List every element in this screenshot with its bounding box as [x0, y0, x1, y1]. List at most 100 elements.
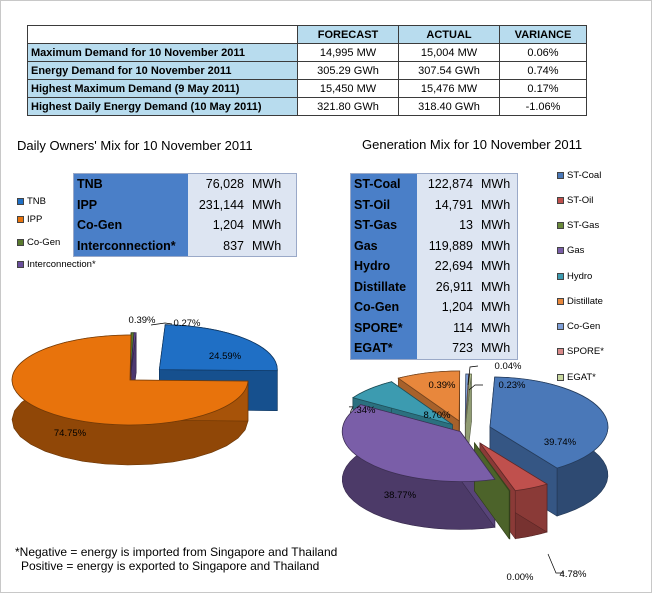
owner-name: Co-Gen: [74, 215, 188, 236]
legend-item-st-oil: ST-Oil: [557, 195, 593, 206]
legend-swatch: [17, 239, 24, 246]
legend-swatch: [557, 273, 564, 280]
row-label: Energy Demand for 10 November 2011: [27, 61, 298, 80]
actual-cell: 15,476 MW: [398, 79, 500, 98]
table-row: Highest Maximum Demand (9 May 2011) 15,4…: [27, 79, 587, 98]
list-item: ST-Gas 13 MWh: [351, 215, 517, 236]
list-item: ST-Coal 122,874 MWh: [351, 174, 517, 195]
owner-value: 837: [188, 235, 244, 256]
pie-slice-tnb: [158, 324, 278, 372]
legend-label: Interconnection*: [27, 259, 96, 270]
owner-unit: MWh: [244, 174, 296, 195]
legend-label: ST-Oil: [567, 195, 594, 206]
list-item: ST-Oil 14,791 MWh: [351, 194, 517, 215]
data-label: 74.75%: [54, 428, 87, 439]
footnote-line-2: Positive = energy is exported to Singapo…: [21, 559, 320, 573]
gen-unit: MWh: [473, 297, 517, 318]
row-label: Highest Maximum Demand (9 May 2011): [27, 79, 298, 98]
legend-label: Co-Gen: [567, 321, 601, 332]
data-label: 24.59%: [209, 351, 242, 362]
leader-line: [468, 384, 483, 391]
gen-unit: MWh: [473, 174, 517, 195]
gen-name: EGAT*: [351, 338, 417, 359]
leader-line: [547, 553, 564, 574]
data-label: 0.04%: [495, 361, 522, 372]
demand-summary-table: FORECAST ACTUAL VARIANCE Maximum Demand …: [27, 25, 587, 116]
owner-name: Interconnection*: [74, 235, 188, 256]
forecast-cell: 14,995 MW: [297, 43, 399, 62]
legend-swatch: [557, 247, 564, 254]
header-variance: VARIANCE: [499, 25, 587, 44]
forecast-cell: 15,450 MW: [297, 79, 399, 98]
data-label: 38.77%: [384, 490, 417, 501]
legend-swatch: [17, 216, 24, 223]
legend-label: TNB: [27, 196, 46, 207]
gen-name: ST-Coal: [351, 174, 417, 195]
gen-value: 723: [417, 338, 473, 359]
owner-value: 76,028: [188, 174, 244, 195]
legend-label: Co-Gen: [27, 237, 61, 248]
legend-label: Distillate: [567, 296, 603, 307]
pie-slice-ipp: [11, 334, 249, 426]
legend-item-co-gen: Co-Gen: [557, 321, 600, 332]
data-label: 39.74%: [544, 437, 577, 448]
owner-unit: MWh: [244, 194, 296, 215]
gen-name: Co-Gen: [351, 297, 417, 318]
forecast-cell: 321.80 GWh: [297, 97, 399, 116]
gen-name: Gas: [351, 235, 417, 256]
data-label: 0.39%: [429, 380, 456, 391]
list-item: SPORE* 114 MWh: [351, 317, 517, 338]
list-item: Distillate 26,911 MWh: [351, 276, 517, 297]
header-actual: ACTUAL: [398, 25, 500, 44]
owners-pie-chart: 24.59% 74.75% 0.39% 0.27%: [11, 315, 278, 466]
pie-slice-st-coal: [489, 376, 609, 469]
pie-slice-distillate: [397, 370, 461, 422]
gen-name: Hydro: [351, 256, 417, 277]
generation-pie-chart: 39.74% 4.78% 0.00% 38.77% 7.34% 8.70% 0.39% 0.0…: [341, 361, 609, 583]
gen-value: 1,204: [417, 297, 473, 318]
gen-unit: MWh: [473, 235, 517, 256]
variance-cell: 0.06%: [499, 43, 587, 62]
gen-unit: MWh: [473, 215, 517, 236]
gen-unit: MWh: [473, 338, 517, 359]
legend-item-tnb: TNB: [17, 196, 46, 207]
footnote: *Negative = energy is imported from Sing…: [15, 545, 337, 573]
gen-unit: MWh: [473, 194, 517, 215]
generation-mix-title: Generation Mix for 10 November 2011: [362, 137, 583, 152]
data-label: 0.23%: [499, 380, 526, 391]
gen-value: 114: [417, 317, 473, 338]
owners-mix-table: TNB 76,028 MWh IPP 231,144 MWh Co-Gen 1,…: [73, 173, 297, 257]
table-row: Energy Demand for 10 November 2011 305.2…: [27, 61, 587, 80]
pie-slice-st-gas: [474, 442, 511, 492]
legend-swatch: [557, 374, 564, 381]
list-item: EGAT* 723 MWh: [351, 338, 517, 359]
owner-value: 1,204: [188, 215, 244, 236]
pie-slice-gas: [341, 404, 496, 482]
legend-label: SPORE*: [567, 346, 604, 357]
gen-name: Distillate: [351, 276, 417, 297]
list-item: TNB 76,028 MWh: [74, 174, 296, 195]
gen-unit: MWh: [473, 256, 517, 277]
gen-name: ST-Gas: [351, 215, 417, 236]
legend-label: EGAT*: [567, 372, 596, 383]
legend-item-interconnection: Interconnection*: [17, 259, 96, 270]
footnote-line-1: *Negative = energy is imported from Sing…: [15, 545, 338, 559]
legend-swatch: [557, 172, 564, 179]
legend-swatch: [557, 298, 564, 305]
owners-mix-title: Daily Owners' Mix for 10 November 2011: [17, 138, 253, 153]
table-header-row: FORECAST ACTUAL VARIANCE: [27, 25, 587, 44]
data-label: 8.70%: [424, 410, 451, 421]
leader-line: [150, 322, 173, 326]
data-label: 7.34%: [349, 405, 376, 416]
owner-name: IPP: [74, 194, 188, 215]
legend-label: Hydro: [567, 271, 593, 282]
legend-swatch: [17, 261, 24, 268]
variance-cell: 0.17%: [499, 79, 587, 98]
legend-item-ipp: IPP: [17, 214, 42, 225]
gen-name: ST-Oil: [351, 194, 417, 215]
list-item: IPP 231,144 MWh: [74, 194, 296, 215]
table-row: Highest Daily Energy Demand (10 May 2011…: [27, 97, 587, 116]
data-label: 0.00%: [507, 572, 534, 583]
legend-item-cogen: Co-Gen: [17, 237, 60, 248]
legend-label: ST-Gas: [567, 220, 600, 231]
